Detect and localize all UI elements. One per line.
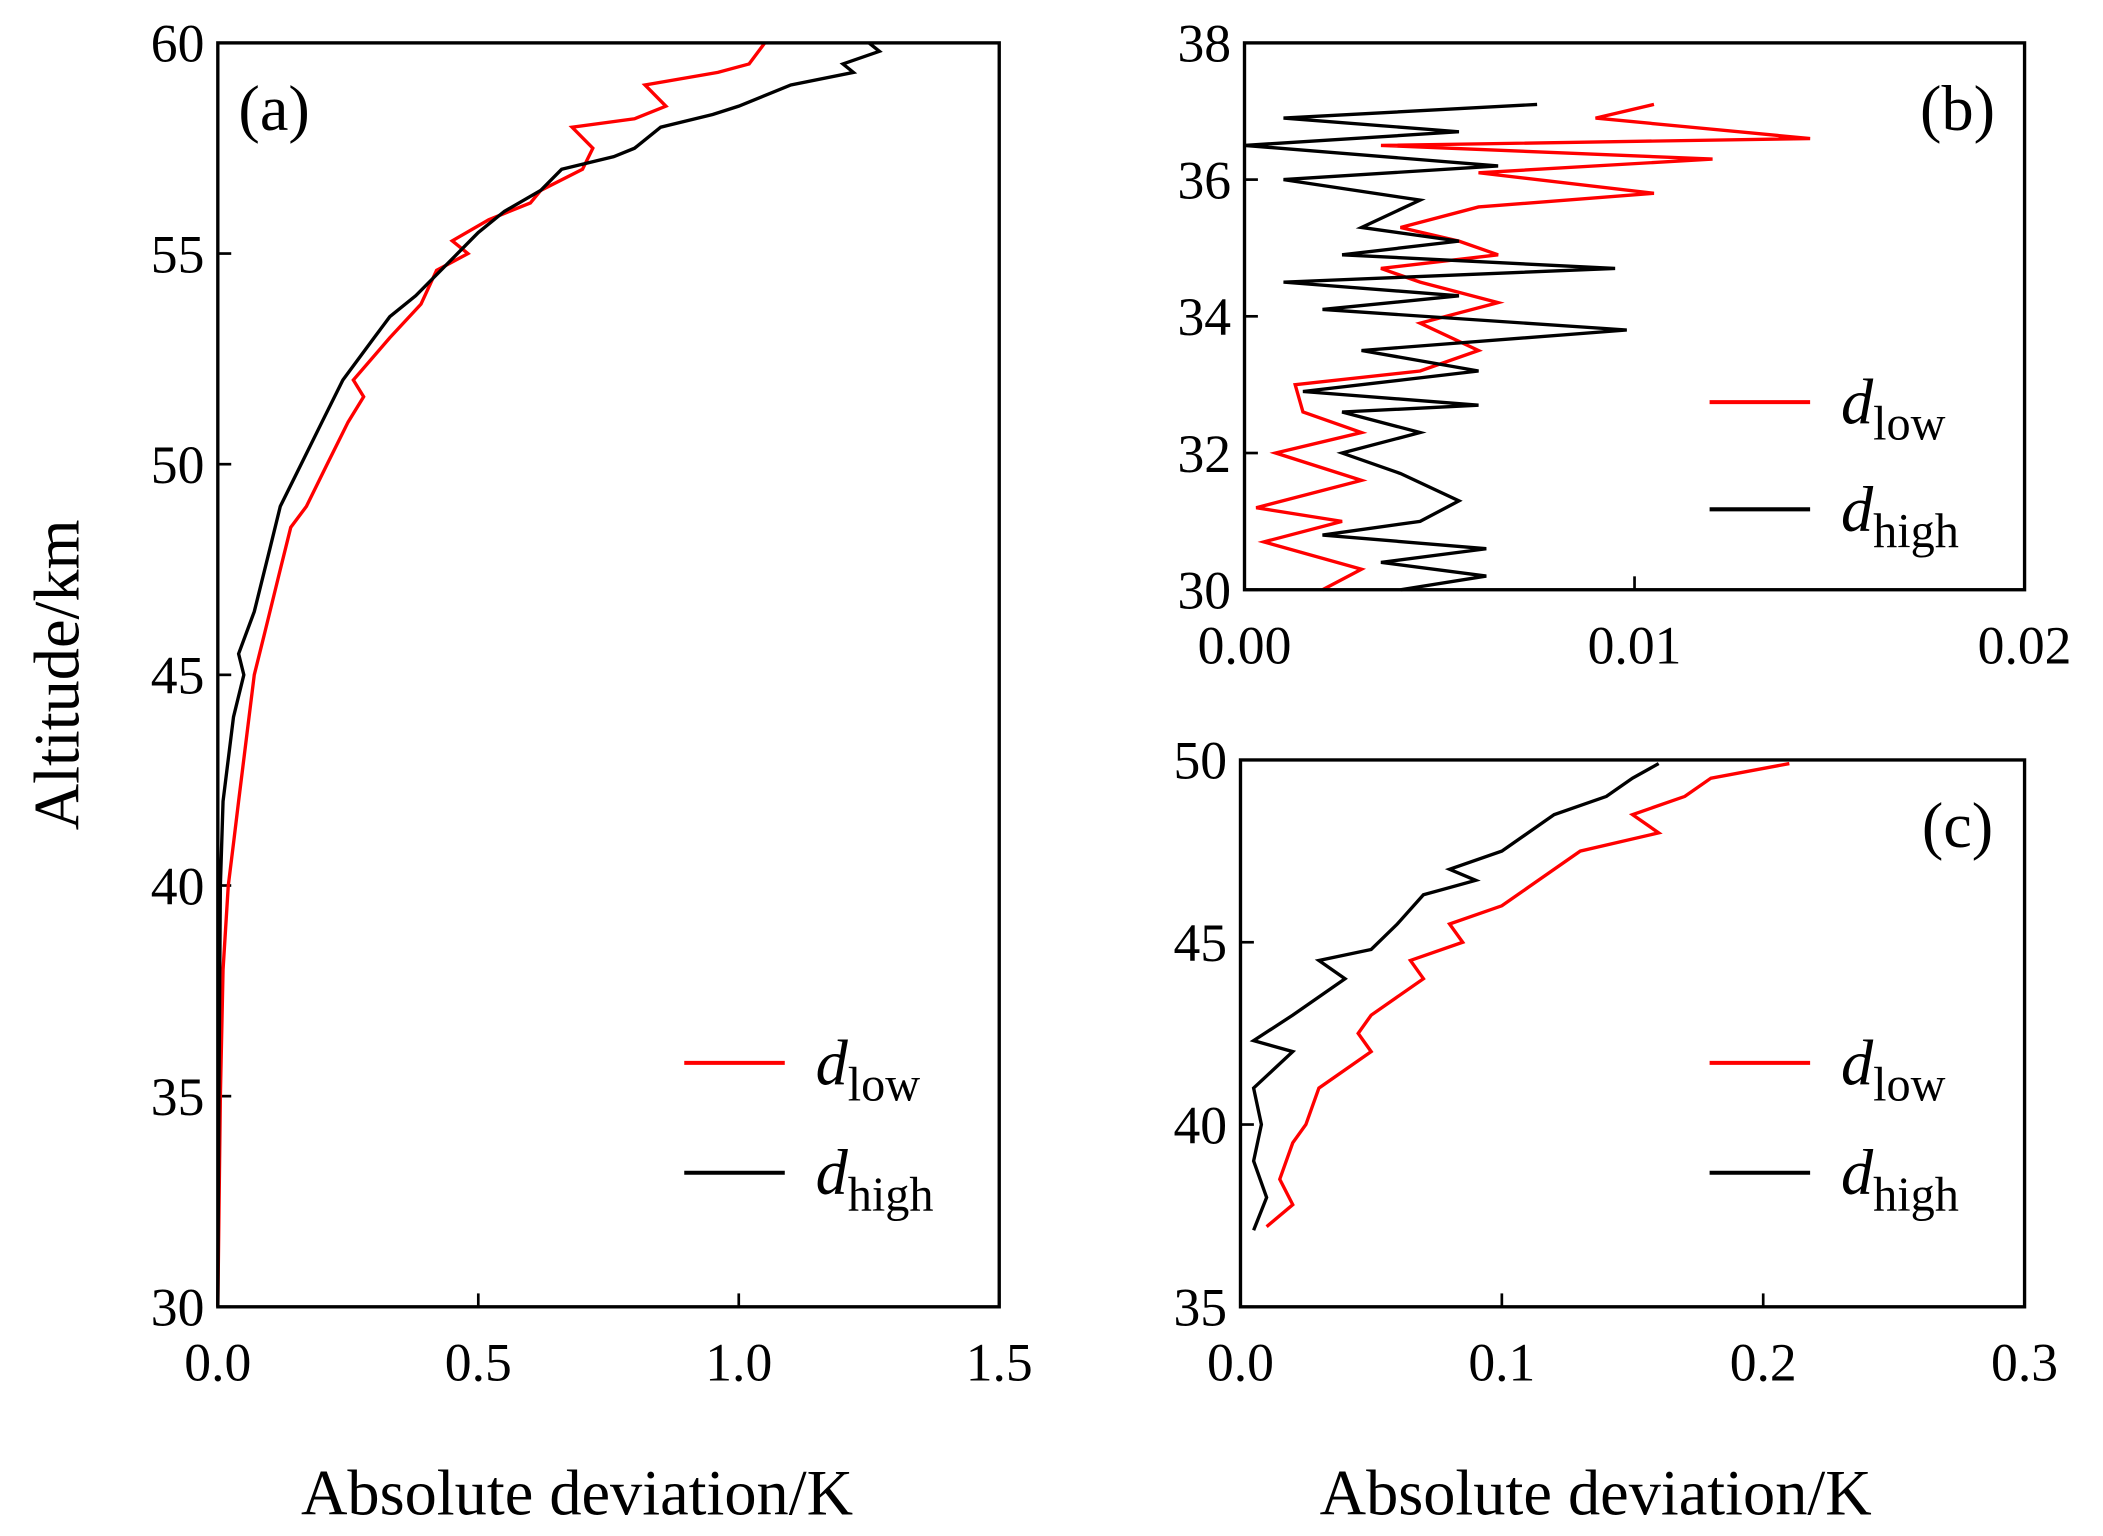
data-line	[1244, 102, 1627, 592]
data-line	[1265, 761, 1790, 1228]
legend-name: d	[816, 1027, 849, 1098]
x-tick-label: 1.0	[705, 1333, 772, 1393]
x-tick-label: 0.3	[1991, 1333, 2058, 1393]
plot-frame	[1238, 758, 2027, 1309]
x-axis-label: Absolute deviation/K	[301, 1458, 853, 1529]
y-tick-label: 32	[1177, 424, 1231, 484]
y-tick-label: 60	[151, 14, 205, 74]
y-tick-label: 55	[151, 224, 205, 284]
x-tick-label: 0.1	[1468, 1333, 1535, 1393]
legend-label: dlow	[1841, 367, 1946, 451]
legend-subscript: high	[1873, 505, 1959, 558]
y-tick-label: 45	[1173, 913, 1227, 973]
legend-label: dlow	[816, 1027, 921, 1111]
legend-subscript: high	[1873, 1168, 1959, 1221]
legend-name: d	[1841, 367, 1874, 438]
y-tick-label: 40	[151, 856, 205, 916]
legend-label: dhigh	[1841, 474, 1959, 558]
data-line	[1249, 762, 1660, 1231]
y-tick-label: 30	[1177, 561, 1231, 621]
x-tick-label: 0.01	[1588, 615, 1682, 675]
legend-subscript: low	[848, 1058, 921, 1111]
y-tick-label: 45	[151, 646, 205, 706]
legend-name: d	[1841, 474, 1874, 545]
x-tick-label: 0.5	[445, 1333, 512, 1393]
legend-subscript: high	[848, 1168, 934, 1221]
panel-label: (b)	[1920, 73, 1995, 144]
y-tick-label: 34	[1177, 287, 1231, 347]
y-tick-label: 30	[151, 1278, 205, 1338]
legend-name: d	[816, 1137, 849, 1208]
y-axis-label: Altitude/km	[21, 519, 92, 830]
legend-label: dhigh	[816, 1137, 934, 1221]
x-tick-label: 0.02	[1978, 615, 2072, 675]
data-line	[216, 41, 767, 1307]
y-tick-label: 35	[151, 1067, 205, 1127]
plot-frame	[1242, 41, 2027, 592]
panel-label: (c)	[1922, 790, 1993, 861]
y-tick-label: 35	[1173, 1278, 1227, 1338]
x-tick-label: 0.00	[1198, 615, 1292, 675]
y-tick-label: 50	[1173, 731, 1227, 791]
legend-name: d	[1841, 1137, 1874, 1208]
x-tick-label: 0.0	[184, 1333, 251, 1393]
x-axis-label: Absolute deviation/K	[1320, 1458, 1872, 1529]
legend-name: d	[1841, 1027, 1874, 1098]
data-line	[216, 41, 883, 1307]
panel-label: (a)	[238, 73, 309, 144]
y-tick-label: 50	[151, 435, 205, 495]
x-tick-label: 1.5	[966, 1333, 1033, 1393]
legend-label: dhigh	[1841, 1137, 1959, 1221]
x-tick-label: 0.0	[1207, 1333, 1274, 1393]
y-tick-label: 36	[1177, 150, 1231, 210]
y-tick-label: 38	[1177, 14, 1231, 74]
legend-subscript: low	[1873, 1058, 1946, 1111]
plot-frame	[216, 41, 1001, 1309]
legend-label: dlow	[1841, 1027, 1946, 1111]
legend-subscript: low	[1873, 398, 1946, 451]
y-tick-label: 40	[1173, 1095, 1227, 1155]
x-tick-label: 0.2	[1730, 1333, 1797, 1393]
data-line	[1255, 102, 1811, 592]
